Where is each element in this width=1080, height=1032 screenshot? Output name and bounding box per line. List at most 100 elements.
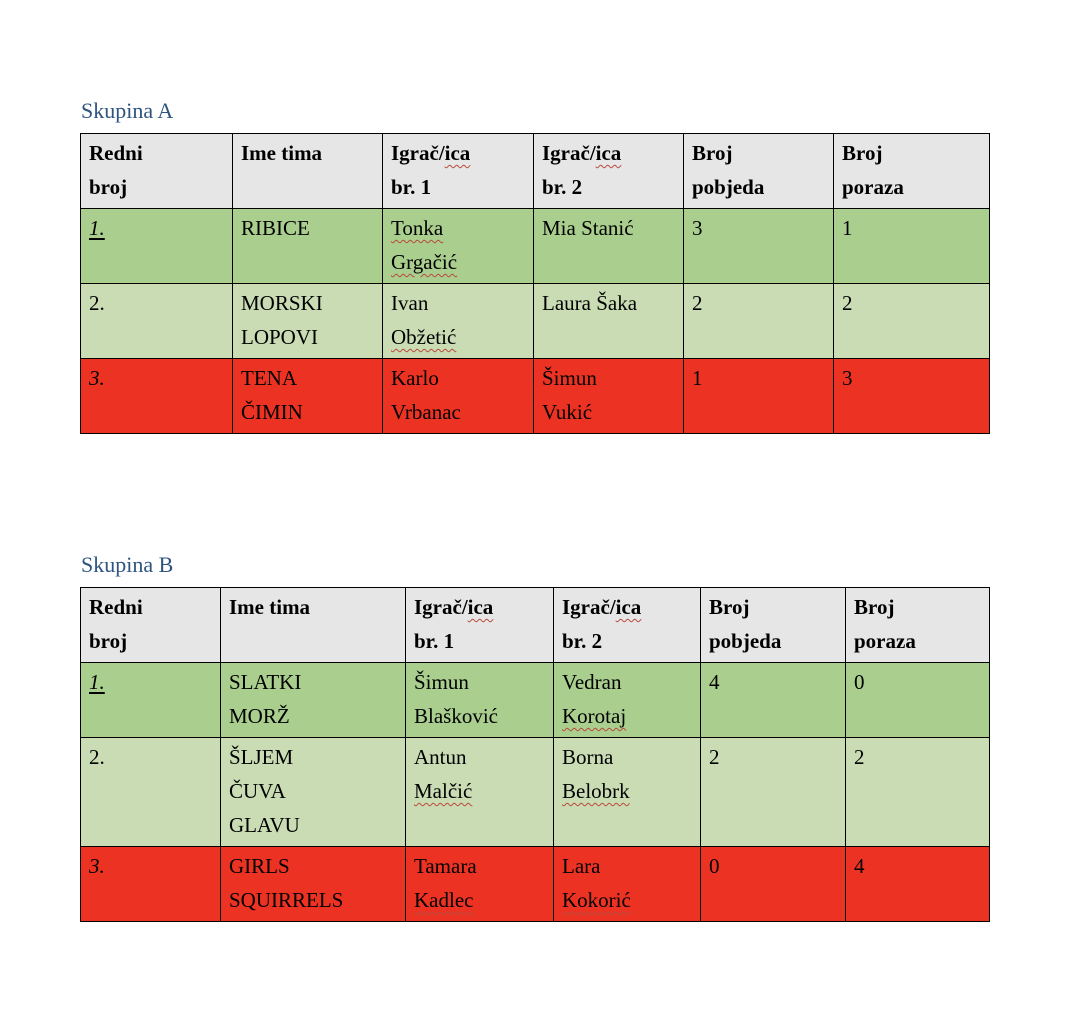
table-row: 1. RIBICE Tonka Grgačić Mia Stanić 3 1 xyxy=(80,208,990,284)
cell-line: Karlo xyxy=(391,361,525,395)
table-cell: Laura Šaka xyxy=(533,283,684,359)
text-segment: Redni xyxy=(89,141,143,165)
text-segment: pobjeda xyxy=(692,175,765,199)
cell-line: MORŽ xyxy=(229,699,397,733)
table-cell: Tamara Kadlec xyxy=(405,846,554,922)
text-segment: Ivan xyxy=(391,291,429,315)
cell-line: 0 xyxy=(854,665,981,699)
table-cell: 1. xyxy=(80,208,233,284)
group-b-heading: Skupina B xyxy=(81,552,174,577)
cell-line: Vukić xyxy=(542,395,675,429)
table-cell: RIBICE xyxy=(232,208,383,284)
text-segment: Ime tima xyxy=(229,595,311,619)
text-segment: 3. xyxy=(89,366,105,390)
text-segment: Mia Stanić xyxy=(542,216,634,240)
header-cell: Igrač/ica br. 2 xyxy=(553,587,701,663)
header-row: Redni broj Ime tima Igrač/ica br. 1 Igrač/ica… xyxy=(80,133,990,209)
cell-line: br. 2 xyxy=(562,624,692,658)
table-cell: 0 xyxy=(700,846,846,922)
misspelling-squiggle-text: Korotaj xyxy=(562,704,627,728)
text-segment: Ime tima xyxy=(241,141,323,165)
misspelling-squiggle-text: Grgačić xyxy=(391,250,458,274)
cell-line: Mia Stanić xyxy=(542,211,675,245)
text-segment: ŠLJEM xyxy=(229,745,294,769)
text-segment: broj xyxy=(89,629,128,653)
text-segment: SLATKI xyxy=(229,670,302,694)
text-segment: Vukić xyxy=(542,400,593,424)
text-segment: 3 xyxy=(692,216,703,240)
text-segment: Lara xyxy=(562,854,601,878)
cell-line: MORSKI xyxy=(241,286,374,320)
table-cell: 2 xyxy=(700,737,846,847)
cell-line: Blašković xyxy=(414,699,545,733)
cell-line: Ivan xyxy=(391,286,525,320)
text-segment: Igrač/ xyxy=(562,595,616,619)
table-cell: 1. xyxy=(80,662,221,738)
table-cell: Karlo Vrbanac xyxy=(382,358,534,434)
table-row: 2. MORSKI LOPOVI Ivan Obžetić Laura Šaka 2 2 xyxy=(80,283,990,359)
cell-line: 3 xyxy=(842,361,981,395)
cell-line: br. 1 xyxy=(414,624,545,658)
text-segment: GIRLS xyxy=(229,854,290,878)
cell-line: 4 xyxy=(854,849,981,883)
cell-line: Korotaj xyxy=(562,699,692,733)
text-segment: 1 xyxy=(842,216,853,240)
text-segment: Vedran xyxy=(562,670,622,694)
cell-line: GLAVU xyxy=(229,808,397,842)
text-segment: Šimun xyxy=(414,670,469,694)
table-cell: Mia Stanić xyxy=(533,208,684,284)
table-cell: Šimun Vukić xyxy=(533,358,684,434)
cell-line: TENA xyxy=(241,361,374,395)
header-cell: Ime tima xyxy=(232,133,383,209)
group-b-section: Skupina B Redni broj Ime tima Igrač/ica br. … xyxy=(80,552,1080,922)
cell-line: SLATKI xyxy=(229,665,397,699)
cell-line: poraza xyxy=(842,170,981,204)
header-cell: Broj pobjeda xyxy=(683,133,834,209)
text-segment: 0 xyxy=(709,854,720,878)
cell-line: Grgačić xyxy=(391,245,525,279)
cell-line: 2 xyxy=(709,740,837,774)
table-cell: Antun Malčić xyxy=(405,737,554,847)
table-row: 2. ŠLJEM ČUVA GLAVU Antun Malčić Borna Belobrk 2… xyxy=(80,737,990,847)
text-segment: Šimun xyxy=(542,366,597,390)
text-segment: br. 2 xyxy=(562,629,603,653)
cell-line: 3 xyxy=(692,211,825,245)
misspelling-squiggle-text: Malčić xyxy=(414,779,473,803)
text-segment: pobjeda xyxy=(709,629,782,653)
cell-line: 2. xyxy=(89,740,212,774)
text-segment: br. 1 xyxy=(391,175,432,199)
cell-line: Broj xyxy=(692,136,825,170)
text-segment: br. 1 xyxy=(414,629,455,653)
text-segment: TENA xyxy=(241,366,297,390)
cell-line: Redni xyxy=(89,590,212,624)
cell-line: Kokorić xyxy=(562,883,692,917)
cell-line: 4 xyxy=(709,665,837,699)
text-segment: 2. xyxy=(89,291,105,315)
table-cell: Šimun Blašković xyxy=(405,662,554,738)
header-cell: Broj poraza xyxy=(833,133,990,209)
cell-line: 2. xyxy=(89,286,224,320)
cell-line: Redni xyxy=(89,136,224,170)
table-cell: ŠLJEM ČUVA GLAVU xyxy=(220,737,406,847)
table-cell: Vedran Korotaj xyxy=(553,662,701,738)
cell-line: 1 xyxy=(692,361,825,395)
text-segment: Broj xyxy=(854,595,895,619)
table-cell: Borna Belobrk xyxy=(553,737,701,847)
text-segment: 1. xyxy=(89,670,105,694)
text-segment: ČUVA xyxy=(229,779,286,803)
text-segment: Vrbanac xyxy=(391,400,461,424)
group-a-table: Redni broj Ime tima Igrač/ica br. 1 Igrač/ica… xyxy=(80,133,990,434)
table-row: 3. GIRLS SQUIRRELS Tamara Kadlec Lara Kokorić 0… xyxy=(80,846,990,922)
table-row: 3. TENA ČIMIN Karlo Vrbanac Šimun Vukić 1 3 xyxy=(80,358,990,434)
cell-line: Obžetić xyxy=(391,320,525,354)
table-cell: 1 xyxy=(833,208,990,284)
cell-line: 1 xyxy=(842,211,981,245)
cell-line: 2 xyxy=(854,740,981,774)
text-segment: 2 xyxy=(709,745,720,769)
text-segment: Karlo xyxy=(391,366,439,390)
cell-line: Antun xyxy=(414,740,545,774)
cell-line: GIRLS xyxy=(229,849,397,883)
cell-line: 3. xyxy=(89,849,212,883)
table-cell: 3 xyxy=(683,208,834,284)
header-cell: Igrač/ica br. 2 xyxy=(533,133,684,209)
